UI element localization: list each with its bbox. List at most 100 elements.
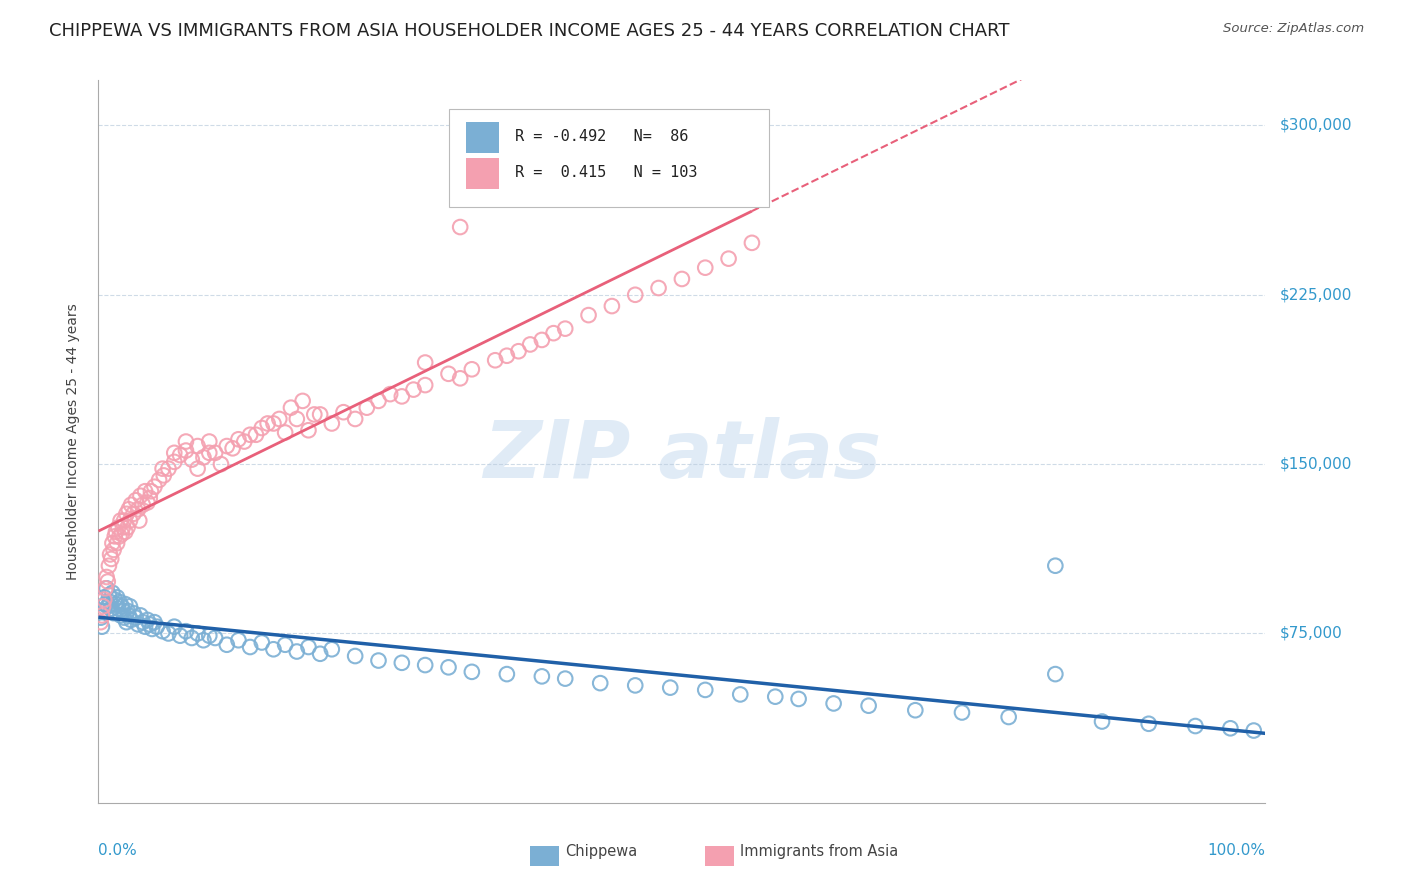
Point [110, 514, 132, 528]
Point [221, 442, 243, 456]
Point [413, 378, 436, 392]
Point [174, 443, 197, 458]
Point [169, 448, 191, 462]
Point [108, 595, 131, 609]
Point [118, 608, 141, 623]
Point [103, 542, 125, 557]
Point [187, 461, 209, 475]
Text: ZIP atlas: ZIP atlas [482, 417, 882, 495]
Point [530, 163, 553, 178]
Point [122, 606, 145, 620]
Point [146, 620, 169, 634]
Point [413, 355, 436, 369]
Point [250, 635, 273, 649]
Point [484, 353, 506, 368]
Point [997, 710, 1019, 724]
Point [1184, 719, 1206, 733]
Point [209, 457, 232, 471]
Point [114, 597, 136, 611]
Point [589, 676, 612, 690]
Text: $150,000: $150,000 [1279, 457, 1351, 472]
Point [332, 405, 354, 419]
Point [496, 667, 519, 681]
Point [193, 450, 215, 465]
Point [180, 631, 202, 645]
Point [157, 626, 180, 640]
Point [101, 536, 124, 550]
Point [174, 624, 197, 639]
Point [274, 425, 297, 440]
Point [543, 326, 565, 340]
Point [321, 417, 343, 431]
Y-axis label: Householder Income Ages 25 - 44 years: Householder Income Ages 25 - 44 years [66, 303, 80, 580]
Point [671, 272, 693, 286]
Point [496, 349, 519, 363]
Point [96, 582, 118, 596]
Text: 100.0%: 100.0% [1208, 843, 1265, 857]
Point [198, 446, 221, 460]
Point [139, 491, 162, 505]
Point [163, 455, 186, 469]
Point [904, 703, 927, 717]
Point [104, 592, 127, 607]
Point [91, 599, 114, 614]
Point [437, 660, 460, 674]
Point [356, 401, 378, 415]
Point [367, 654, 389, 668]
Point [461, 665, 484, 679]
Point [118, 599, 141, 614]
Point [169, 629, 191, 643]
Point [110, 608, 132, 623]
Point [93, 591, 115, 605]
Point [554, 321, 576, 335]
Point [245, 427, 267, 442]
Point [134, 620, 156, 634]
Point [97, 574, 120, 589]
Point [215, 638, 238, 652]
Point [530, 669, 553, 683]
Point [187, 626, 209, 640]
Point [90, 615, 112, 630]
Text: Source: ZipAtlas.com: Source: ZipAtlas.com [1223, 22, 1364, 36]
Text: $225,000: $225,000 [1279, 287, 1351, 302]
Point [129, 489, 152, 503]
Point [115, 507, 138, 521]
Point [96, 570, 118, 584]
Point [344, 648, 367, 663]
Point [741, 235, 763, 250]
Point [659, 681, 682, 695]
Point [127, 617, 149, 632]
Point [120, 613, 142, 627]
Point [117, 604, 139, 618]
Point [90, 620, 112, 634]
Point [787, 692, 810, 706]
Text: Immigrants from Asia: Immigrants from Asia [741, 844, 898, 859]
Point [163, 446, 186, 460]
Point [519, 337, 541, 351]
Point [98, 595, 121, 609]
Point [1137, 716, 1160, 731]
Point [1045, 558, 1067, 573]
Point [105, 591, 128, 605]
Point [695, 260, 717, 275]
Point [367, 393, 389, 408]
Point [100, 552, 122, 566]
Point [285, 644, 308, 658]
Text: R = -0.492   N=  86: R = -0.492 N= 86 [515, 129, 689, 145]
Point [321, 642, 343, 657]
Point [104, 597, 127, 611]
Point [107, 520, 129, 534]
Point [309, 408, 332, 422]
Point [117, 520, 139, 534]
Point [97, 558, 120, 573]
Point [111, 604, 134, 618]
Point [274, 638, 297, 652]
Point [111, 599, 134, 614]
Point [695, 682, 717, 697]
Point [624, 678, 647, 692]
Point [413, 658, 436, 673]
Point [122, 507, 145, 521]
Point [132, 498, 155, 512]
Point [129, 608, 152, 623]
Point [112, 610, 135, 624]
